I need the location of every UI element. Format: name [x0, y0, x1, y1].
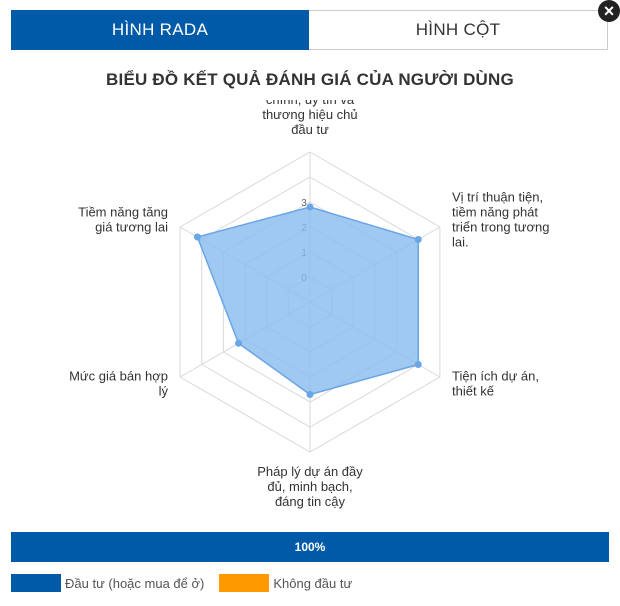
axis-label: Tiện ích dự án, thiết kế: [452, 369, 539, 399]
data-area: [196, 206, 420, 396]
axis-label: Tiềm năng tăng giá tương lai: [78, 205, 168, 235]
close-icon[interactable]: ×: [598, 0, 620, 22]
axis-label: Tiềm lực tàichính, uy tín vàthương hiệu …: [262, 100, 357, 137]
legend-swatch-no-invest: [219, 574, 270, 592]
progress-bar: 100%: [11, 532, 609, 562]
chart-type-tabs: HÌNH RADA HÌNH CỘT: [11, 10, 608, 50]
axis-label: Mức giá bán hợp lý: [69, 369, 168, 399]
legend: Đầu tư (hoặc mua để ở) Không đầu tư: [11, 574, 367, 592]
chart-title: BIỂU ĐỒ KẾT QUẢ ĐÁNH GIÁ CỦA NGƯỜI DÙNG: [106, 70, 514, 89]
legend-label-invest: Đầu tư (hoặc mua để ở): [65, 575, 205, 591]
axis-label: Vị trí thuận tiện, tiềm năng phát triển tr…: [452, 190, 549, 250]
data-point: [235, 339, 243, 347]
tick-label: 3: [301, 198, 307, 209]
data-point: [414, 361, 422, 368]
radar-chart: 0123Tiềm lực tàichính, uy tín vàthương h…: [69, 100, 549, 509]
data-point: [193, 233, 201, 241]
data-point: [414, 236, 422, 243]
legend-item-invest[interactable]: Đầu tư (hoặc mua để ở): [11, 574, 204, 592]
progress-label: 100%: [294, 540, 326, 554]
tab-radar[interactable]: HÌNH RADA: [11, 10, 309, 50]
data-point: [306, 203, 314, 211]
legend-swatch-invest: [11, 574, 61, 592]
legend-label-no-invest: Không đầu tư: [273, 575, 353, 591]
legend-item-no-invest[interactable]: Không đầu tư: [219, 574, 352, 592]
tab-column[interactable]: HÌNH CỘT: [309, 10, 608, 50]
data-point: [306, 391, 314, 398]
axis-label: Pháp lý dự án đầy đủ, minh bạch, đáng tin …: [257, 464, 363, 509]
